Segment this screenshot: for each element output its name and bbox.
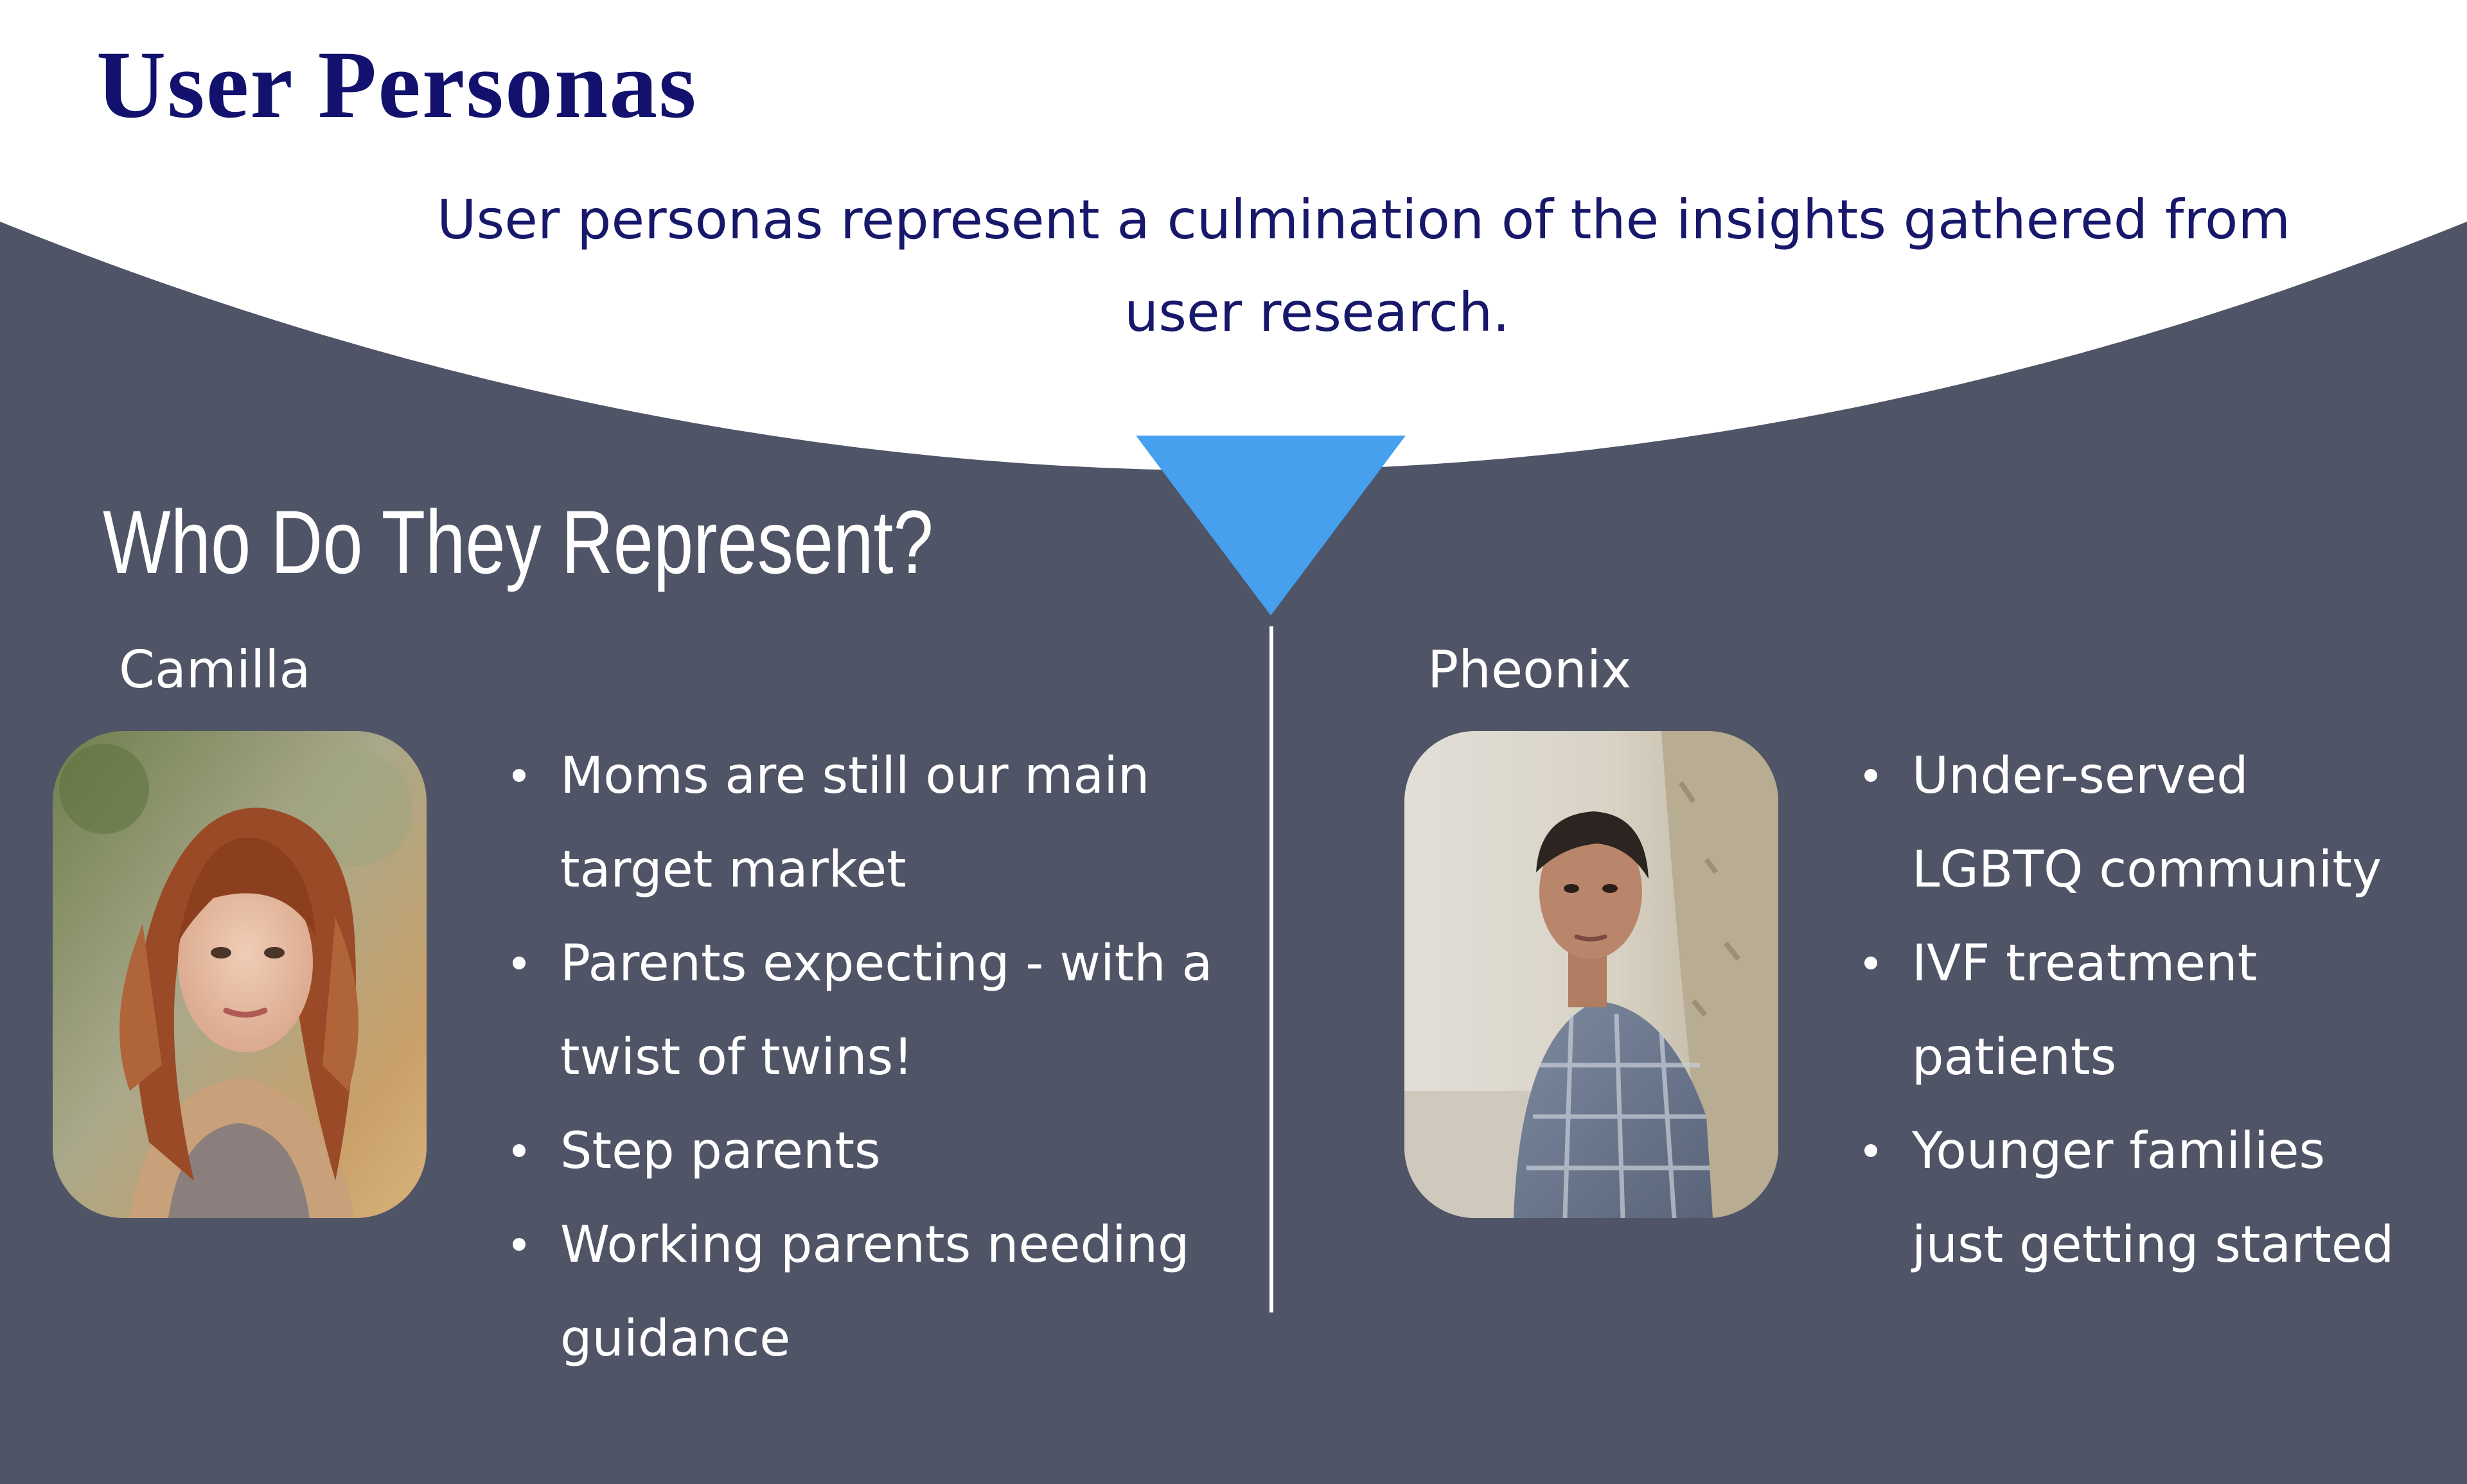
woman-portrait-icon	[53, 731, 427, 1218]
persona-photo-pheonix	[1404, 731, 1778, 1218]
bullet-icon	[1864, 957, 1877, 969]
section-heading: Who Do They Represent?	[103, 491, 933, 592]
intro-text: User personas represent a culmination of…	[437, 173, 2291, 358]
persona-bullets-camilla: Moms are still our main target market Par…	[508, 729, 1212, 1386]
list-item: Under-served LGBTQ community	[1859, 729, 2394, 917]
persona-photo-camilla	[53, 731, 427, 1218]
bullet-icon	[1864, 769, 1877, 782]
persona-name-camilla: Camilla	[119, 640, 311, 700]
intro-line-1: User personas represent a culmination of…	[437, 188, 2291, 251]
list-item: Moms are still our main target market	[508, 729, 1212, 917]
list-item: Younger families just getting started	[1859, 1104, 2394, 1292]
person-portrait-icon	[1404, 731, 1778, 1218]
page-title: User Personas	[96, 31, 698, 138]
down-triangle-icon	[1136, 436, 1406, 615]
intro-line-2: user research.	[1124, 281, 1510, 344]
list-item: Working parents needing guidance	[508, 1198, 1212, 1386]
white-arc-band	[0, 0, 2467, 471]
list-item: Step parents	[508, 1104, 1212, 1198]
bullet-icon	[513, 769, 526, 782]
persona-name-pheonix: Pheonix	[1428, 640, 1632, 700]
list-item: Parents expecting - with a twist of twins…	[508, 917, 1212, 1104]
bullet-icon	[1864, 1144, 1877, 1157]
bullet-icon	[513, 957, 526, 969]
vertical-divider	[1269, 626, 1273, 1312]
list-item: IVF treatment patients	[1859, 917, 2394, 1104]
bullet-icon	[513, 1144, 526, 1157]
persona-bullets-pheonix: Under-served LGBTQ community IVF treatmen…	[1859, 729, 2394, 1292]
bullet-icon	[513, 1238, 526, 1251]
